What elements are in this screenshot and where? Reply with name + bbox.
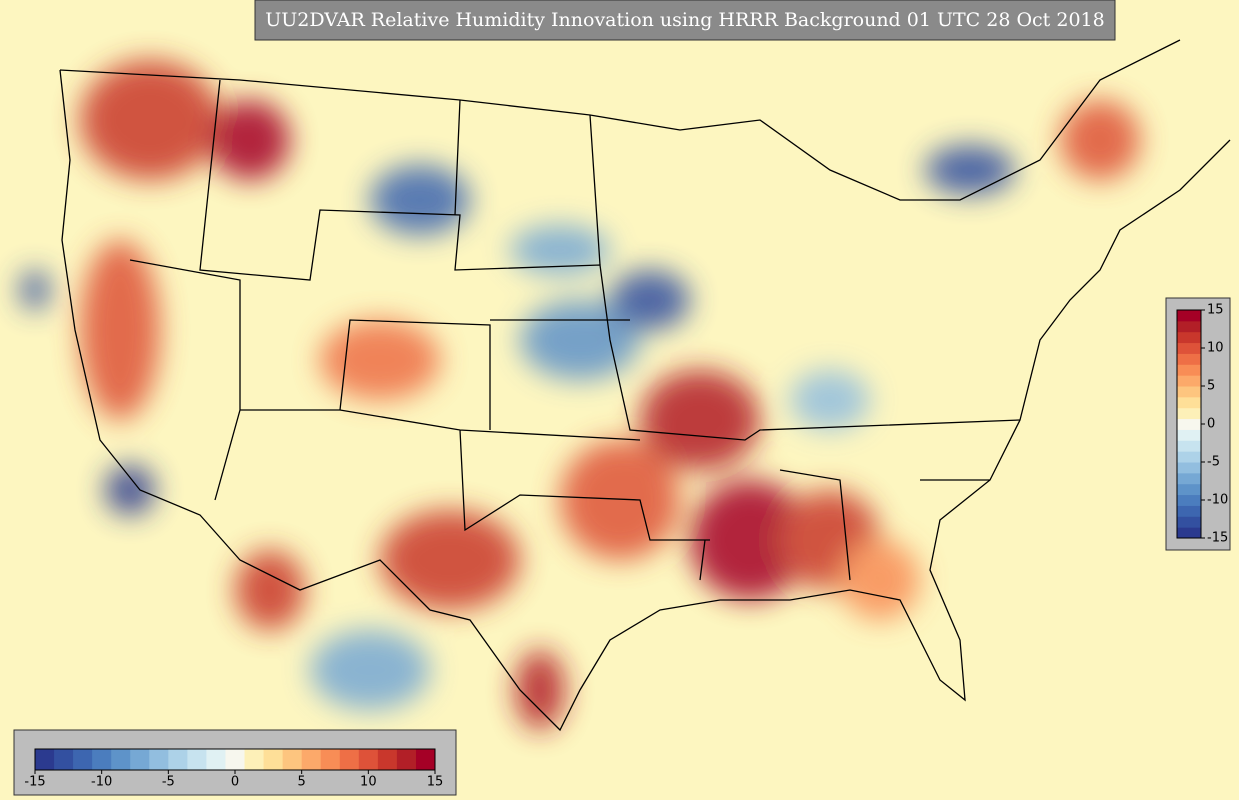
horizontal-colorbar: -15 -10 -5 0 5 10 15 — [24, 748, 444, 790]
colorbar-segment — [149, 749, 169, 770]
colorbar-segment — [1177, 364, 1201, 376]
colorbar-segment — [339, 749, 360, 770]
tick-label: 10 — [1207, 341, 1224, 356]
tick-label: -5 — [162, 775, 175, 790]
colorbar-segment — [92, 749, 112, 770]
colorbar-segment — [1177, 396, 1201, 409]
colorbar-segment — [1177, 320, 1201, 333]
tick-label: 5 — [1207, 379, 1215, 394]
colorbar-segment — [358, 749, 379, 770]
colorbar-segment — [1177, 527, 1201, 539]
colorbar-segment — [1177, 494, 1201, 506]
colorbar-segment — [1177, 440, 1201, 452]
tick-label: 15 — [427, 775, 444, 790]
colorbar-segment — [168, 749, 188, 770]
colorbar-segment — [1177, 375, 1201, 387]
colorbar-segment — [225, 749, 246, 770]
colorbar-segment — [54, 749, 74, 770]
colorbar-segment — [1177, 310, 1201, 322]
colorbar-segment — [1177, 418, 1201, 430]
tick-label: -15 — [1207, 531, 1228, 546]
colorbar-segment — [320, 749, 341, 770]
colorbar-segment — [1177, 451, 1201, 463]
colorbar-segment — [377, 749, 398, 770]
tick-label: 10 — [360, 775, 377, 790]
colorbar-segment — [396, 749, 417, 770]
colorbar-segment — [1177, 407, 1201, 420]
tick-label: 5 — [298, 775, 306, 790]
tick-label: -5 — [1207, 455, 1220, 470]
colorbar-segment — [111, 749, 131, 770]
colorbar-segment — [1177, 353, 1201, 365]
colorbar-segment — [1177, 462, 1201, 474]
tick-label: -10 — [1207, 493, 1228, 508]
tick-label: -10 — [91, 775, 112, 790]
tick-label: 0 — [1207, 417, 1215, 432]
colorbar-segment — [1177, 342, 1201, 354]
colorbar-segment — [244, 749, 265, 770]
colorbar-segment — [301, 749, 322, 770]
colorbar-segment — [73, 749, 93, 770]
colorbar-segment — [1177, 505, 1201, 517]
colorbar-segment — [1177, 516, 1201, 528]
boundaries — [59, 39, 1231, 732]
colorbar-segment — [263, 749, 284, 770]
colorbar-segment — [1177, 483, 1201, 496]
tick-label: 0 — [231, 775, 239, 790]
tick-label: 15 — [1207, 303, 1224, 318]
vertical-colorbar: -15 -10 -5 0 5 10 15 — [1176, 303, 1228, 546]
map-title: UU2DVAR Relative Humidity Innovation usi… — [265, 9, 1104, 31]
colorbar-segment — [282, 749, 303, 770]
colorbar-segment — [1177, 331, 1201, 344]
tick-label: -15 — [24, 775, 45, 790]
colorbar-segment — [1177, 429, 1201, 441]
colorbar-segment — [1177, 386, 1201, 398]
colorbar-segment — [206, 749, 226, 770]
colorbar-segment — [35, 749, 55, 770]
colorbar-segment — [415, 749, 436, 770]
colorbar-segment — [1177, 472, 1201, 485]
colorbar-segment — [130, 749, 150, 770]
colorbar-segment — [187, 749, 207, 770]
title-box — [254, 0, 1116, 41]
